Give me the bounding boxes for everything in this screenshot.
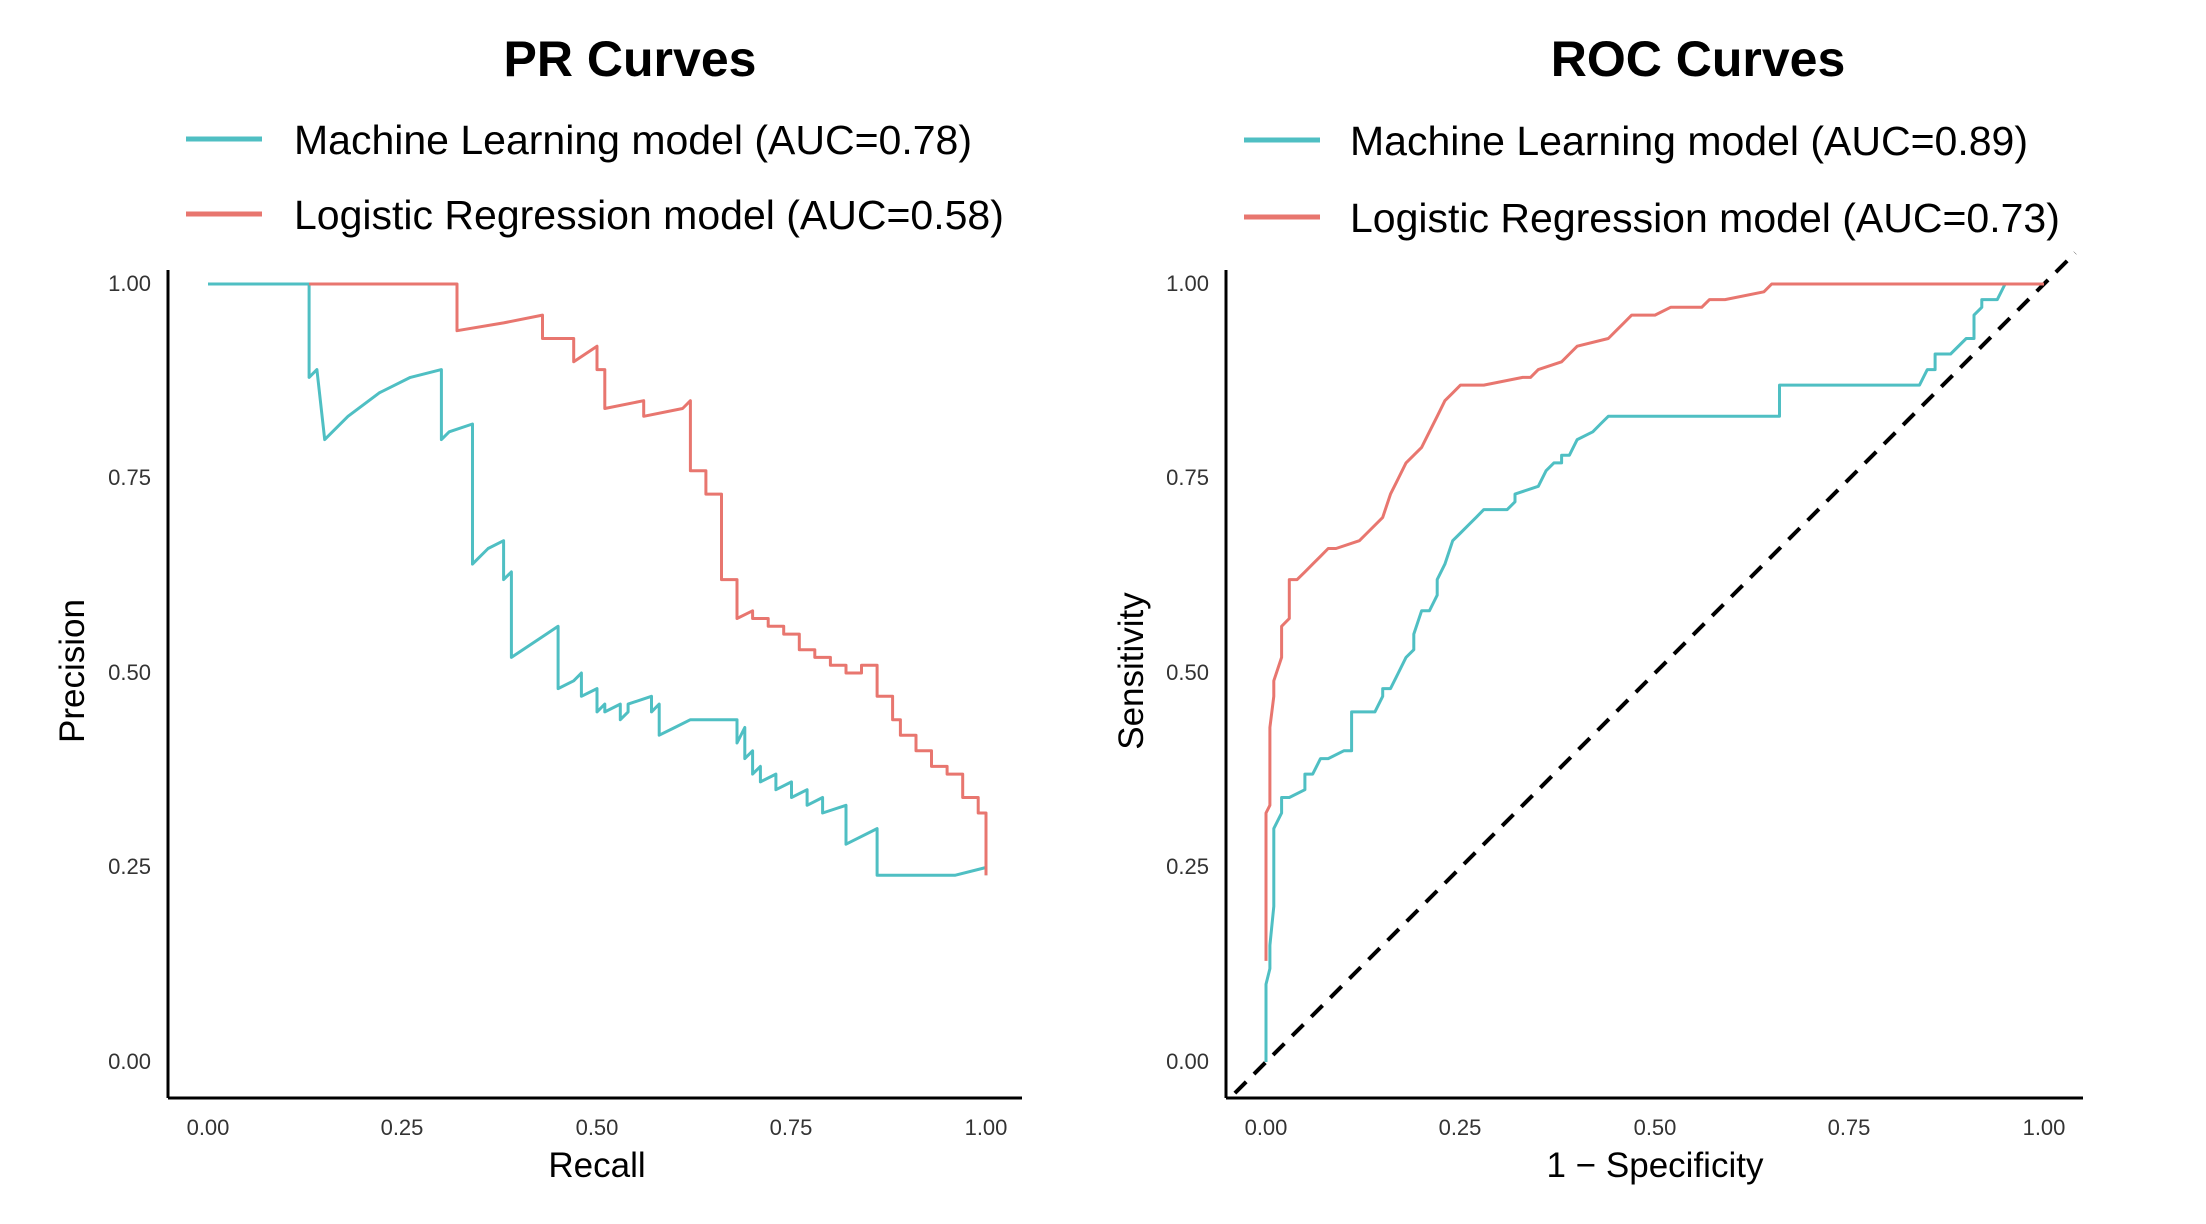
y-tick-label: 0.50 [1166, 660, 1209, 685]
y-tick-label: 0.75 [1166, 465, 1209, 490]
lr-model-line [309, 282, 988, 876]
y-tick-label: 0.25 [1166, 854, 1209, 879]
x-tick-label: 0.00 [1245, 1115, 1288, 1140]
y-tick-label: 0.00 [108, 1049, 151, 1074]
y-tick-label: 0.00 [1166, 1049, 1209, 1074]
x-axis-title: 1 − Specificity [1547, 1146, 1764, 1185]
legend: Machine Learning model (AUC=0.78) Logist… [186, 117, 1004, 238]
plot-area [1233, 251, 2077, 1095]
diagonal-reference-line [1233, 251, 2077, 1095]
y-tick-label: 1.00 [108, 271, 151, 296]
lr-model-line [1264, 282, 2044, 961]
x-tick-label: 0.00 [187, 1115, 230, 1140]
y-axis-title: Precision [53, 599, 92, 743]
y-tick-label: 1.00 [1166, 271, 1209, 296]
legend-label-lr: Logistic Regression model (AUC=0.73) [1350, 195, 2060, 241]
x-tick-label: 0.25 [381, 1115, 424, 1140]
x-axis: 0.00 0.25 0.50 0.75 1.00 Recall [168, 1096, 1022, 1185]
chart-title: ROC Curves [1551, 31, 1846, 87]
x-axis-title: Recall [548, 1146, 645, 1185]
y-axis: 1.00 0.75 0.50 0.25 0.00 Sensitivity [1112, 270, 1228, 1098]
x-tick-label: 0.75 [1828, 1115, 1871, 1140]
y-axis-title: Sensitivity [1112, 592, 1151, 750]
y-axis: 1.00 0.75 0.50 0.25 0.00 Precision [53, 270, 170, 1098]
y-tick-label: 0.25 [108, 854, 151, 879]
legend-label-lr: Logistic Regression model (AUC=0.58) [294, 192, 1004, 238]
legend-label-ml: Machine Learning model (AUC=0.89) [1350, 118, 2028, 164]
x-tick-label: 1.00 [965, 1115, 1008, 1140]
x-tick-label: 0.50 [1634, 1115, 1677, 1140]
x-tick-label: 1.00 [2023, 1115, 2066, 1140]
plot-area [208, 282, 988, 877]
chart-title: PR Curves [504, 31, 757, 87]
ml-model-line [1264, 282, 2044, 1062]
pr-chart-panel: PR Curves Machine Learning model (AUC=0.… [53, 31, 1022, 1185]
x-tick-label: 0.75 [770, 1115, 813, 1140]
ml-model-line [208, 282, 988, 877]
roc-chart-panel: ROC Curves Machine Learning model (AUC=0… [1112, 31, 2083, 1185]
y-tick-label: 0.75 [108, 465, 151, 490]
x-tick-label: 0.25 [1439, 1115, 1482, 1140]
x-axis: 0.00 0.25 0.50 0.75 1.00 1 − Specificity [1226, 1096, 2083, 1185]
legend-label-ml: Machine Learning model (AUC=0.78) [294, 117, 972, 163]
legend: Machine Learning model (AUC=0.89) Logist… [1244, 118, 2060, 241]
y-tick-label: 0.50 [108, 660, 151, 685]
x-tick-label: 0.50 [576, 1115, 619, 1140]
